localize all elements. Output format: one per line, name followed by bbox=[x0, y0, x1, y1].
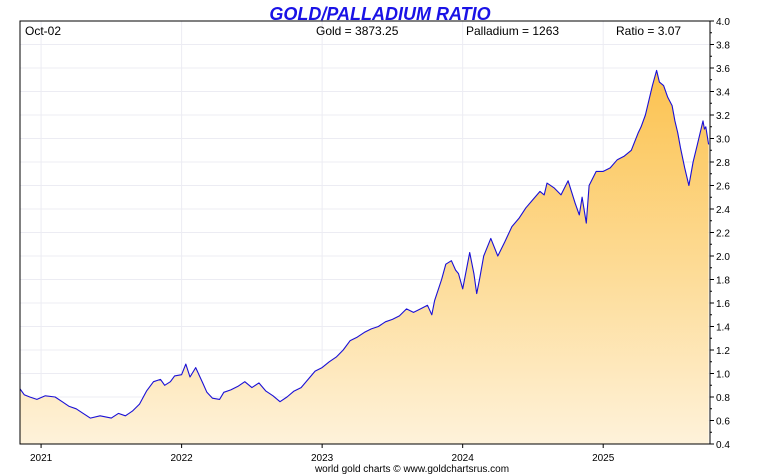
y-tick-label: 2.2 bbox=[716, 229, 730, 240]
y-tick-label: 3.4 bbox=[716, 88, 730, 99]
x-tick-label: 2021 bbox=[30, 453, 53, 464]
x-tick-label: 2025 bbox=[592, 453, 615, 464]
y-tick-label: 1.0 bbox=[716, 370, 730, 381]
y-tick-label: 1.8 bbox=[716, 276, 730, 287]
ratio-line-series bbox=[20, 69, 710, 419]
ratio-area-fill bbox=[20, 70, 709, 444]
chart-title: GOLD/PALLADIUM RATIO bbox=[269, 4, 490, 24]
x-axis: 2021 2022 2023 2024 2025 bbox=[30, 444, 615, 464]
ratio-area bbox=[20, 70, 709, 444]
y-tick-label: 0.4 bbox=[716, 440, 730, 451]
header-palladium: Palladium = 1263 bbox=[466, 24, 559, 38]
y-tick-label: 0.8 bbox=[716, 393, 730, 404]
x-tick-label: 2022 bbox=[170, 453, 193, 464]
x-tick-label: 2024 bbox=[452, 453, 475, 464]
header-ratio: Ratio = 3.07 bbox=[616, 24, 681, 38]
footer-credit: world gold charts © www.goldchartsrus.co… bbox=[314, 464, 509, 475]
y-axis: 0.4 0.6 0.8 1.0 1.2 1.4 1.6 1.8 2.0 2.2 2.4 2.6 2.8 3… bbox=[710, 17, 730, 451]
y-tick-label: 2.4 bbox=[716, 205, 730, 216]
y-tick-label: 4.0 bbox=[716, 17, 730, 28]
ratio-line bbox=[20, 69, 710, 419]
header-gold: Gold = 3873.25 bbox=[316, 24, 399, 38]
y-tick-label: 2.8 bbox=[716, 158, 730, 169]
y-tick-label: 1.4 bbox=[716, 323, 730, 334]
y-tick-label: 3.6 bbox=[716, 64, 730, 75]
y-tick-label: 1.2 bbox=[716, 346, 730, 357]
y-tick-label: 2.0 bbox=[716, 252, 730, 263]
y-tick-label: 3.0 bbox=[716, 135, 730, 146]
y-tick-label: 3.2 bbox=[716, 111, 730, 122]
y-tick-label: 2.6 bbox=[716, 182, 730, 193]
x-tick-label: 2023 bbox=[311, 453, 334, 464]
header-date: Oct-02 bbox=[25, 24, 61, 38]
y-tick-label: 0.6 bbox=[716, 417, 730, 428]
y-tick-label: 1.6 bbox=[716, 299, 730, 310]
y-tick-label: 3.8 bbox=[716, 41, 730, 52]
